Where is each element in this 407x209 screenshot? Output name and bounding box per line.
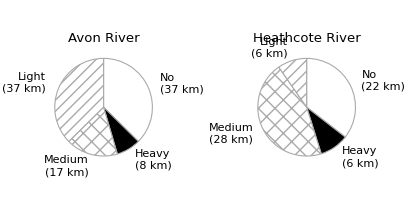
Wedge shape (258, 67, 321, 156)
Text: Medium
(17 km): Medium (17 km) (44, 155, 88, 177)
Wedge shape (279, 58, 306, 107)
Title: Heathcote River: Heathcote River (253, 32, 361, 45)
Text: Light
(6 km): Light (6 km) (251, 37, 288, 58)
Text: Medium
(28 km): Medium (28 km) (208, 123, 253, 144)
Wedge shape (69, 107, 117, 156)
Wedge shape (306, 107, 345, 154)
Text: Heavy
(6 km): Heavy (6 km) (341, 147, 378, 168)
Wedge shape (306, 58, 355, 137)
Wedge shape (103, 107, 138, 154)
Wedge shape (55, 58, 103, 141)
Title: Avon River: Avon River (68, 32, 139, 45)
Text: No
(22 km): No (22 km) (361, 70, 405, 91)
Wedge shape (103, 58, 152, 141)
Text: Heavy
(8 km): Heavy (8 km) (135, 149, 172, 170)
Text: Light
(37 km): Light (37 km) (2, 72, 46, 94)
Text: No
(37 km): No (37 km) (160, 73, 204, 94)
